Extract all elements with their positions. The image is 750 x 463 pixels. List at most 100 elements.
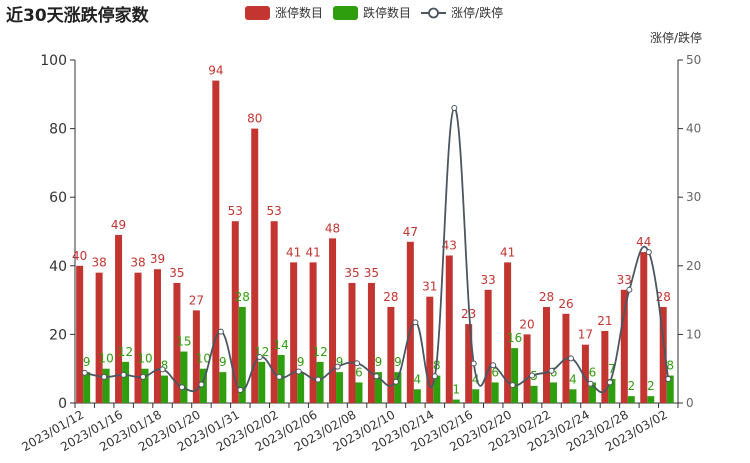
bar-label-limit-down: 9 <box>394 355 402 369</box>
bar-limit-down <box>102 368 110 403</box>
bar-limit-up <box>95 272 103 403</box>
y-right-axis-label: 涨停/跌停 <box>650 30 702 45</box>
bar-label-limit-up: 33 <box>481 273 496 287</box>
bar-limit-up <box>173 282 181 403</box>
bar-label-limit-up: 49 <box>111 218 126 232</box>
bar-limit-down <box>336 372 344 403</box>
legend-line-icon <box>421 7 447 18</box>
bar-label-limit-up: 26 <box>558 297 573 311</box>
bar-label-limit-down: 2 <box>627 379 635 393</box>
legend-item-ratio[interactable]: 涨停/跌停 <box>421 4 503 21</box>
bar-label-limit-up: 43 <box>442 239 457 253</box>
bar-limit-down <box>569 389 577 403</box>
bar-label-limit-up: 20 <box>519 317 534 331</box>
bar-label-limit-up: 33 <box>617 273 632 287</box>
bar-limit-up <box>192 310 200 403</box>
bar-label-limit-up: 35 <box>344 266 359 280</box>
y-right-tick-label: 20 <box>686 259 701 273</box>
bar-label-limit-up: 41 <box>305 245 320 259</box>
ratio-point <box>217 328 224 335</box>
bar-label-limit-up: 35 <box>169 266 184 280</box>
bar-limit-up <box>659 306 667 403</box>
legend-swatch-limit-down <box>333 5 359 20</box>
chart-title: 近30天涨跌停家数 <box>6 6 149 26</box>
legend-label-limit-up: 涨停数目 <box>275 6 324 20</box>
bar-label-limit-up: 28 <box>656 290 671 304</box>
bar-label-limit-down: 8 <box>666 359 674 373</box>
bar-label-limit-up: 44 <box>636 235 651 249</box>
legend-item-limit-up[interactable]: 涨停数目 <box>245 4 323 21</box>
bar-limit-up <box>231 221 239 403</box>
ratio-point <box>81 369 88 376</box>
bar-limit-up <box>484 289 492 403</box>
ratio-point <box>237 386 244 393</box>
bar-label-limit-down: 9 <box>297 355 305 369</box>
bar-limit-down <box>413 389 421 403</box>
bar-label-limit-down: 9 <box>83 355 91 369</box>
bar-label-limit-up: 53 <box>267 204 282 218</box>
ratio-point <box>276 373 283 380</box>
bar-limit-down <box>238 306 246 403</box>
ratio-point <box>159 366 166 373</box>
bar-label-limit-down: 9 <box>375 355 383 369</box>
bar-limit-up <box>329 238 337 403</box>
bar-label-limit-up: 94 <box>208 64 223 78</box>
bar-label-limit-down: 9 <box>336 355 344 369</box>
bar-limit-down <box>394 372 402 403</box>
ratio-point <box>451 105 458 112</box>
bar-label-limit-up: 41 <box>500 245 515 259</box>
bar-label-limit-down: 1 <box>452 383 460 397</box>
y-right-tick-label: 30 <box>686 190 701 204</box>
bar-label-limit-down: 16 <box>507 331 522 345</box>
bar-label-limit-down: 4 <box>414 372 422 386</box>
bar-limit-up <box>367 282 375 403</box>
bar-limit-up <box>543 306 551 403</box>
bar-limit-down <box>491 382 499 403</box>
ratio-point <box>548 367 555 374</box>
ratio-point <box>529 372 536 379</box>
bar-limit-down <box>83 372 91 403</box>
bar-label-limit-down: 2 <box>647 379 655 393</box>
bar-limit-up <box>115 234 123 403</box>
y-left-tick-label: 40 <box>49 259 67 275</box>
ratio-point <box>568 355 575 362</box>
bar-label-limit-down: 12 <box>118 345 133 359</box>
ratio-point <box>256 354 263 361</box>
bar-label-limit-up: 80 <box>247 112 262 126</box>
bar-limit-down <box>433 375 441 403</box>
bar-limit-down <box>316 361 324 403</box>
y-left-tick-label: 0 <box>58 396 67 412</box>
y-right-tick-label: 40 <box>686 122 701 136</box>
y-right-tick-label: 0 <box>686 396 694 410</box>
ratio-point <box>665 375 672 382</box>
bar-limit-down <box>258 361 266 403</box>
bar-limit-down <box>608 378 616 403</box>
bar-label-limit-up: 17 <box>578 328 593 342</box>
ratio-point <box>140 373 147 380</box>
bar-label-limit-down: 6 <box>491 365 499 379</box>
bar-limit-down <box>666 375 674 403</box>
ratio-point <box>412 319 419 326</box>
legend: 涨停数目 跌停数目 涨停/跌停 <box>245 4 513 21</box>
bar-label-limit-down: 12 <box>312 345 327 359</box>
bar-label-limit-up: 21 <box>597 314 612 328</box>
legend-item-limit-down[interactable]: 跌停数目 <box>333 4 411 21</box>
ratio-point <box>198 381 205 388</box>
bar-label-limit-up: 27 <box>189 293 204 307</box>
y-left-tick-label: 20 <box>49 327 67 343</box>
bar-label-limit-up: 38 <box>130 256 145 270</box>
y-right-tick-label: 10 <box>686 327 701 341</box>
bar-limit-down <box>297 372 305 403</box>
ratio-point <box>626 286 633 293</box>
bar-label-limit-down: 4 <box>472 372 480 386</box>
ratio-point <box>606 379 613 386</box>
bar-limit-up <box>640 252 648 403</box>
ratio-point <box>587 380 594 387</box>
ratio-point <box>431 373 438 380</box>
y-left-tick-label: 100 <box>40 53 67 69</box>
bar-label-limit-up: 28 <box>539 290 554 304</box>
bar-limit-down <box>530 385 538 403</box>
ratio-point <box>101 373 108 380</box>
